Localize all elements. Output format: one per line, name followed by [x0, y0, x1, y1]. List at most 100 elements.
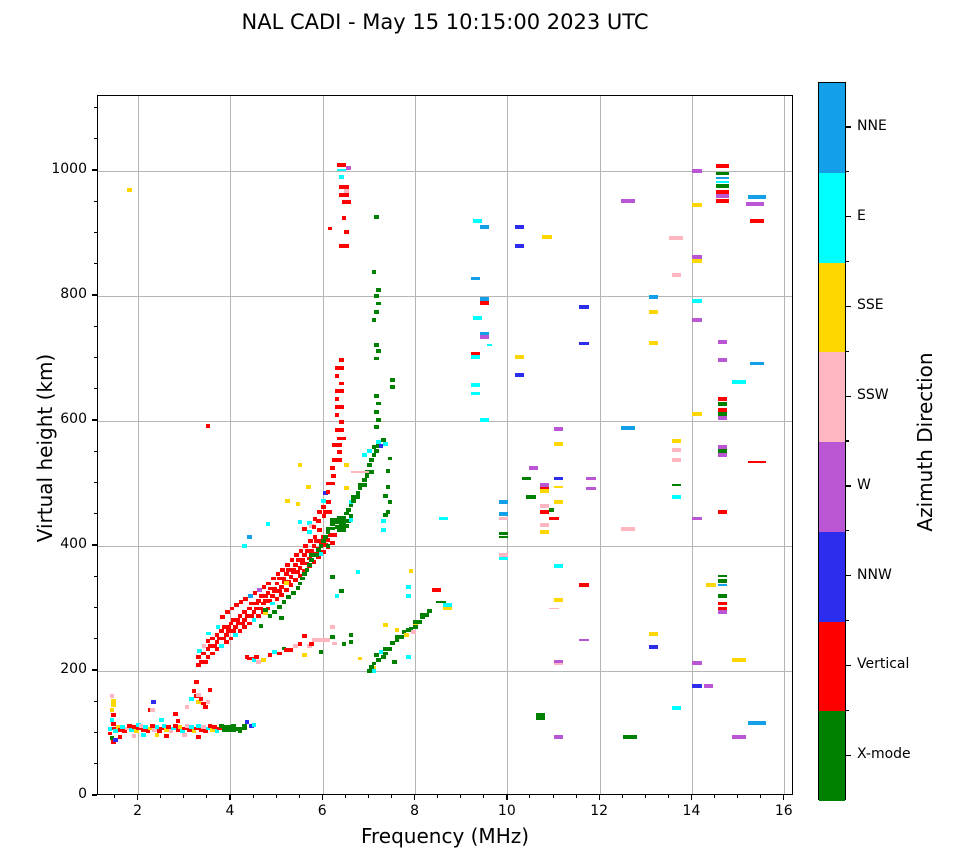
data-point-vertical [110, 739, 116, 744]
data-point-e [272, 650, 278, 655]
data-point-vertical [229, 606, 235, 611]
data-point-e [206, 631, 212, 636]
data-point-vertical [323, 509, 333, 514]
x-major-tick [229, 795, 231, 800]
data-point-vertical [182, 726, 188, 731]
data-point-vertical [220, 614, 225, 619]
data-point-vertical [277, 576, 287, 581]
data-point-vertical [330, 481, 335, 486]
x-tick-label: 16 [774, 803, 793, 819]
colorbar [818, 82, 846, 801]
data-point-vertical [175, 719, 181, 723]
data-point-x-mode [374, 356, 379, 361]
data-point-x-mode [341, 519, 351, 523]
data-point-sse [540, 489, 550, 493]
data-point-w [717, 358, 728, 363]
data-point-e [443, 602, 453, 607]
data-point-e [120, 725, 125, 730]
data-point-vertical [717, 601, 728, 606]
data-point-x-mode [390, 640, 395, 645]
data-point-vertical [214, 632, 220, 637]
data-point-x-mode [371, 317, 377, 322]
y-major-tick [92, 544, 97, 546]
data-point-x-mode [267, 614, 273, 618]
data-point-e [113, 729, 118, 733]
data-point-vertical [198, 697, 204, 702]
data-point-nnw [579, 305, 589, 310]
data-point-w [715, 194, 730, 198]
data-point-e [205, 726, 211, 731]
data-point-x-mode [346, 507, 351, 512]
data-point-w [745, 202, 764, 207]
data-point-x-mode [325, 530, 331, 535]
colorbar-boundary-tick [846, 709, 849, 711]
data-point-e [715, 180, 730, 183]
data-point-x-mode [219, 724, 224, 728]
data-point-vertical [244, 655, 250, 660]
data-point-sse [196, 700, 201, 705]
data-point-x-mode [374, 409, 379, 414]
data-point-sse [443, 606, 453, 611]
data-point-nne [480, 297, 490, 302]
data-point-w [704, 684, 714, 688]
data-point-vertical [200, 701, 206, 706]
data-point-vertical [242, 609, 248, 614]
data-point-e [251, 617, 257, 622]
data-point-e [348, 500, 354, 505]
data-point-x-mode [436, 601, 446, 604]
data-point-x-mode [286, 595, 291, 600]
data-point-x-mode [374, 449, 379, 453]
data-point-e [348, 517, 354, 522]
data-point-vertical [247, 656, 257, 661]
x-major-tick [598, 795, 600, 800]
data-point-vertical [237, 629, 243, 633]
data-point-vertical [341, 215, 347, 220]
data-point-nnw [113, 737, 118, 742]
data-point-sse [554, 486, 564, 489]
data-point-x-mode [364, 470, 374, 475]
data-point-e [214, 729, 220, 733]
colorbar-band-vertical [819, 621, 845, 712]
colorbar-tick [846, 664, 851, 667]
data-point-vertical [307, 556, 312, 561]
data-point-vertical [251, 609, 257, 614]
data-point-x-mode [337, 528, 347, 533]
data-point-vertical [260, 609, 266, 614]
data-point-x-mode [371, 445, 377, 450]
data-point-sse [408, 569, 414, 573]
data-point-sse [554, 499, 564, 504]
data-point-vertical [226, 629, 236, 633]
data-point-ssw [152, 727, 158, 732]
data-point-sse [344, 462, 349, 467]
data-point-w [528, 465, 538, 470]
data-point-vertical [293, 562, 298, 567]
data-point-x-mode [526, 495, 536, 500]
data-point-x-mode [304, 567, 310, 572]
data-point-x-mode [109, 735, 115, 740]
x-minor-tick [367, 795, 369, 798]
y-gridline [98, 420, 792, 422]
data-point-ssw [256, 659, 261, 664]
data-point-nne [498, 500, 508, 505]
x-minor-tick [714, 795, 716, 798]
data-point-ssw [138, 724, 144, 728]
data-point-e [109, 717, 115, 722]
data-point-x-mode [307, 562, 312, 567]
data-point-vertical [330, 465, 335, 470]
data-point-x-mode [371, 453, 377, 458]
x-minor-tick [667, 795, 669, 798]
data-point-vertical [327, 532, 338, 537]
data-point-x-mode [277, 605, 282, 610]
data-point-vertical [274, 581, 280, 586]
data-point-vertical [470, 352, 481, 357]
data-point-sse [692, 203, 702, 208]
data-point-w [257, 587, 262, 592]
data-point-vertical [131, 725, 137, 730]
data-point-vertical [334, 365, 344, 370]
data-point-nne [750, 361, 764, 366]
x-minor-tick [160, 795, 162, 798]
data-point-sse [540, 529, 550, 534]
data-point-vertical [334, 412, 340, 417]
data-point-w [717, 609, 728, 614]
y-minor-tick [94, 200, 97, 202]
